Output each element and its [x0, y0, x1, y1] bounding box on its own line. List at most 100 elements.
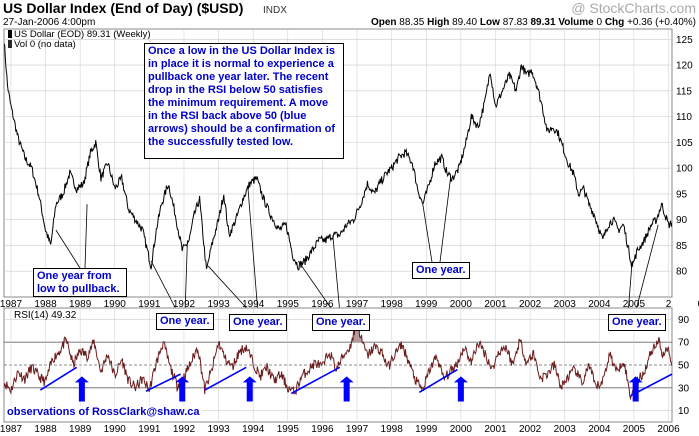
rsi-x-tick-label: 1990	[104, 424, 127, 435]
leader-line	[634, 224, 659, 315]
rsi-x-tick-label: 1996	[311, 424, 334, 435]
blue-arrows	[74, 376, 643, 402]
price-x-tick-label: 1987	[0, 299, 22, 310]
one-year-label-1996: One year.	[312, 314, 370, 331]
price-x-tick-label: 1998	[381, 299, 404, 310]
pullback-annotation: One year from low to pullback.	[33, 268, 127, 297]
chg-value: +0.36 (+0.40%)	[627, 17, 696, 28]
leader-line	[184, 240, 188, 314]
legend-price-label: US Dollar (EOD) 89.31 (Weekly)	[14, 29, 151, 40]
price-x-tick-label: 1988	[34, 299, 57, 310]
rsi-x-tick-label: 1997	[346, 424, 369, 435]
rsi-x-ticks: 1987 1988 1989 1990 1991 1992 1993 1994 1995 1996…	[0, 424, 680, 435]
blue-arrow-up-icon	[175, 376, 190, 402]
legend-price-swatch	[8, 30, 12, 38]
price-x-tick-label: 06	[698, 299, 699, 310]
rsi-y-ticks: 10 30 50 70 90	[678, 315, 690, 417]
price-y-tick-label: 80	[676, 267, 688, 278]
one-year-label-2005: One year.	[608, 314, 666, 331]
high-label: High	[427, 17, 449, 28]
rsi-trend-line	[290, 366, 341, 395]
rsi-x-tick-label: 1991	[138, 424, 161, 435]
legend-volume-label: Vol 0 (no data)	[14, 39, 76, 50]
rsi-x-tick-label: 2000	[450, 424, 473, 435]
rsi-series-line	[4, 321, 672, 401]
legend-volume-swatch	[8, 40, 12, 48]
leader-line	[247, 188, 259, 315]
price-y-tick-label: 90	[676, 215, 688, 226]
rsi-y-tick-label: 90	[678, 315, 690, 326]
one-year-label-1993: One year.	[229, 314, 287, 331]
rsi-trend-line	[418, 368, 458, 394]
price-x-tick-label: 2000	[450, 299, 473, 310]
price-x-tick-label: 1990	[104, 299, 127, 310]
rsi-x-tick-label: 2004	[588, 424, 611, 435]
price-x-tick-label: 1992	[173, 299, 196, 310]
rsi-trend-lines	[39, 366, 673, 397]
header-date: 27-Jan-2006 4:00pm	[3, 17, 95, 28]
legend-rsi-label: RSI(14) 49.32	[14, 310, 77, 321]
rsi-x-tick-label: 1994	[242, 424, 265, 435]
main-annotation: Once a low in the US Dollar Index is in …	[144, 43, 344, 159]
price-x-tick-label: 1993	[207, 299, 230, 310]
last-value: 89.31	[531, 17, 556, 28]
rsi-trend-line	[145, 373, 181, 392]
leader-line	[55, 229, 81, 269]
low-label: Low	[480, 17, 500, 28]
rsi-x-tick-label: 1993	[207, 424, 230, 435]
rsi-x-tick-label: 2002	[519, 424, 542, 435]
price-x-tick-label: 2005	[623, 299, 646, 310]
blue-arrow-up-icon	[74, 376, 89, 402]
blue-arrow-up-icon	[453, 376, 468, 402]
price-y-tick-label: 95	[676, 189, 688, 200]
price-x-tick-label: 2002	[519, 299, 542, 310]
price-y-tick-label: 120	[676, 61, 693, 72]
chg-label: Chg	[605, 17, 624, 28]
volume-value: 0	[596, 17, 602, 28]
volume-label: Volume	[558, 17, 594, 28]
leader-line	[332, 235, 341, 315]
price-x-tick-label: 1995	[277, 299, 300, 310]
price-x-tick-label: 1999	[415, 299, 438, 310]
price-x-tick-label: 1991	[138, 299, 161, 310]
price-x-tick-label: 1996	[311, 299, 334, 310]
rsi-x-tick-label: 1999	[415, 424, 438, 435]
price-y-tick-label: 115	[676, 86, 692, 97]
rsi-x-tick-label: 2001	[484, 424, 507, 435]
open-label: Open	[371, 17, 397, 28]
rsi-x-tick-label: 1988	[34, 424, 57, 435]
rsi-y-tick-label: 30	[678, 383, 690, 394]
rsi-y-tick-label: 70	[678, 338, 690, 349]
leader-line	[150, 260, 179, 314]
price-x-tick-label: 2003	[554, 299, 577, 310]
watermark: @ StockCharts.com	[571, 0, 696, 16]
rsi-x-tick-label: 1995	[277, 424, 300, 435]
price-x-tick-label: 1989	[69, 299, 92, 310]
leader-line	[422, 204, 433, 263]
rsi-x-tick-label: 2005	[623, 424, 646, 435]
price-x-tick-label: 1997	[346, 299, 369, 310]
rsi-y-tick-label: 10	[678, 406, 690, 417]
rsi-x-tick-label: 1987	[0, 424, 22, 435]
price-x-tick-label: 2004	[588, 299, 611, 310]
exchange-label: INDX	[263, 5, 287, 16]
leader-line	[439, 178, 451, 263]
rsi-x-tick-label: 2003	[554, 424, 577, 435]
price-y-tick-label: 100	[676, 164, 693, 175]
rsi-y-tick-label: 50	[678, 361, 690, 372]
credit-annotation: observations of RossClark@shaw.ca	[5, 406, 202, 419]
blue-arrow-up-icon	[339, 376, 354, 402]
open-value: 88.35	[399, 17, 424, 28]
leader-line	[297, 260, 336, 315]
price-x-tick-label: 2	[666, 299, 672, 310]
rsi-trend-line	[204, 366, 247, 391]
one-year-label-1999: One year.	[412, 262, 470, 279]
leader-lines	[55, 178, 659, 315]
one-year-label-1991: One year.	[156, 313, 214, 330]
leader-line	[84, 204, 88, 269]
price-y-ticks: 80 85 90 95 100 105 110 115 120 125	[676, 35, 693, 278]
price-y-tick-label: 125	[676, 35, 693, 46]
leader-line	[627, 260, 633, 315]
chart-title: US Dollar Index (End of Day) ($USD)	[3, 0, 243, 16]
